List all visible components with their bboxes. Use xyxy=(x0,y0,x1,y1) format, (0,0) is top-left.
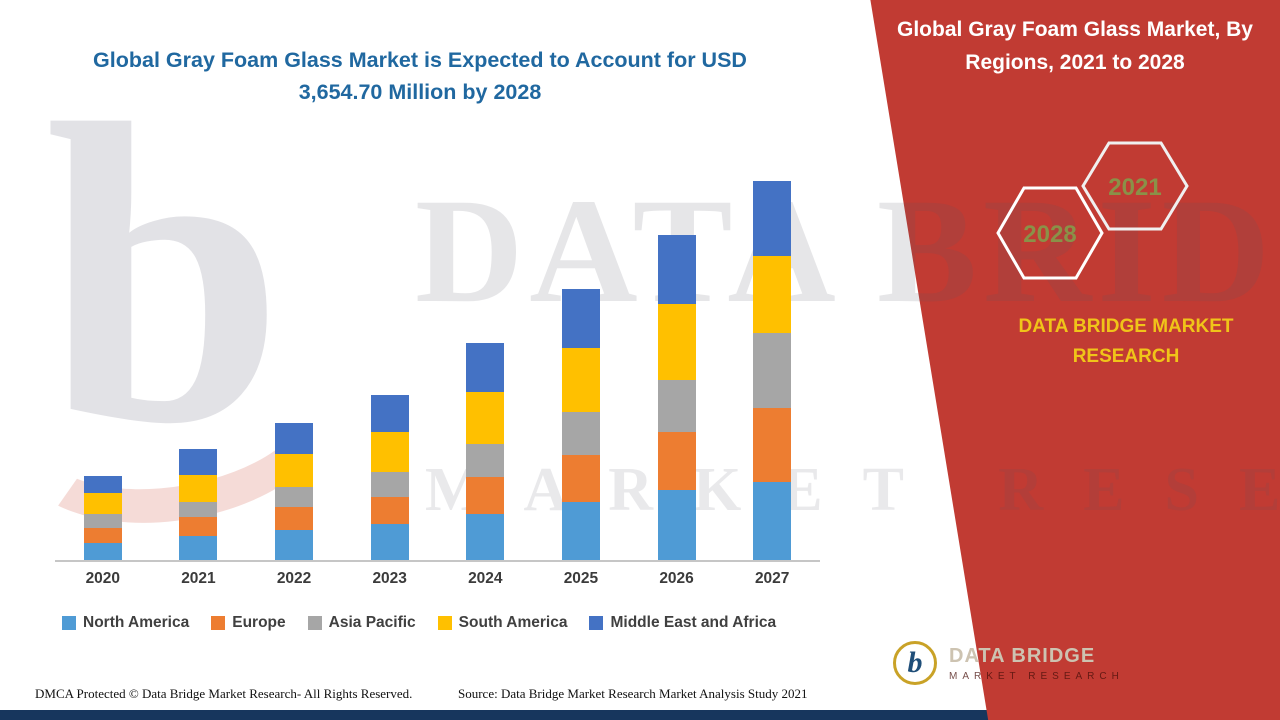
bar-segment-europe-2020 xyxy=(83,527,122,543)
bar-segment-asia-pacific-2021 xyxy=(179,502,218,518)
x-axis-label-2024: 2024 xyxy=(468,570,503,587)
bar-segment-middle-east-and-africa-2020 xyxy=(83,475,122,494)
legend-label-asia-pacific: Asia Pacific xyxy=(328,614,416,631)
bar-segment-south-america-2020 xyxy=(83,493,122,515)
bar-segment-south-america-2026 xyxy=(657,304,696,381)
bar-2020 xyxy=(83,475,122,560)
legend-item-asia-pacific: Asia Pacific xyxy=(307,614,416,632)
bar-segment-middle-east-and-africa-2024 xyxy=(466,343,505,392)
bar-segment-middle-east-and-africa-2027 xyxy=(753,180,792,256)
source-note: Source: Data Bridge Market Research Mark… xyxy=(458,686,808,701)
bar-segment-asia-pacific-2022 xyxy=(275,487,314,507)
hexagon-2028-label: 2028 xyxy=(1023,221,1076,248)
hexagon-2021-outline xyxy=(1081,141,1189,231)
bar-segment-asia-pacific-2026 xyxy=(657,380,696,432)
year-hexagons: 2028 2021 xyxy=(996,141,1189,280)
legend-item-middle-east-and-africa: Middle East and Africa xyxy=(589,614,776,632)
logo-text-sub: MARKET RESEARCH xyxy=(949,670,1124,682)
bar-segment-south-america-2027 xyxy=(753,255,792,333)
bar-2026 xyxy=(657,234,696,560)
bar-segment-middle-east-and-africa-2023 xyxy=(370,395,409,433)
legend-swatch-south-america xyxy=(437,616,452,630)
chart-title: Global Gray Foam Glass Market is Expecte… xyxy=(70,44,770,109)
bar-chart-plot xyxy=(55,168,820,562)
bottom-navy-strip xyxy=(0,710,1280,720)
chart-legend: North America Europe Asia Pacific South Ame… xyxy=(62,614,852,632)
brand-name: DATA BRIDGE MARKET RESEARCH xyxy=(1018,316,1234,368)
x-axis-label-2026: 2026 xyxy=(659,570,694,587)
bar-segment-south-america-2025 xyxy=(561,347,600,413)
bar-segment-middle-east-and-africa-2022 xyxy=(275,422,314,454)
bar-segment-north-america-2022 xyxy=(275,530,314,560)
bar-2027 xyxy=(753,180,792,560)
legend-label-europe: Europe xyxy=(232,614,286,631)
x-axis-label-2023: 2023 xyxy=(372,570,407,587)
x-axis-label-2020: 2020 xyxy=(85,570,121,587)
x-axis-label-2021: 2021 xyxy=(181,570,216,587)
bar-segment-north-america-2023 xyxy=(370,524,409,560)
bar-2024 xyxy=(466,343,505,560)
logo-text-main: DATA BRIDGE xyxy=(949,644,1096,667)
legend-swatch-europe xyxy=(211,616,226,630)
bar-segment-south-america-2024 xyxy=(466,391,505,444)
bar-segment-north-america-2020 xyxy=(83,542,122,560)
bar-segment-middle-east-and-africa-2026 xyxy=(657,234,696,305)
bar-2023 xyxy=(370,395,409,560)
bar-2021 xyxy=(179,449,218,560)
dmca-notice: DMCA Protected © Data Bridge Market Rese… xyxy=(35,686,413,701)
legend-item-south-america: South America xyxy=(437,614,568,632)
bar-segment-asia-pacific-2024 xyxy=(466,443,505,477)
bar-segment-europe-2025 xyxy=(561,455,600,503)
bar-segment-asia-pacific-2023 xyxy=(370,472,409,497)
bar-segment-asia-pacific-2027 xyxy=(753,332,792,408)
legend-item-north-america: North America xyxy=(62,614,189,632)
logo-text-block: DATA BRIDGE MARKET RESEARCH xyxy=(949,645,1124,682)
bar-segment-europe-2024 xyxy=(466,476,505,514)
legend-swatch-asia-pacific xyxy=(307,616,322,630)
x-axis-label-2022: 2022 xyxy=(276,570,312,587)
bar-segment-asia-pacific-2020 xyxy=(83,514,122,528)
bar-segment-middle-east-and-africa-2021 xyxy=(179,449,218,476)
bar-chart: 2020 2021 2022 2023 2024 2025 2026 2027 xyxy=(55,168,820,588)
logo-circle-icon: b xyxy=(893,641,937,685)
x-axis-labels: 2020 2021 2022 2023 2024 2025 2026 2027 xyxy=(55,570,820,588)
bar-segment-europe-2027 xyxy=(753,407,792,482)
legend-label-south-america: South America xyxy=(458,614,568,631)
bar-segment-europe-2026 xyxy=(657,432,696,490)
bar-segment-north-america-2021 xyxy=(179,535,218,560)
bar-segment-europe-2023 xyxy=(370,496,409,525)
hexagon-2028-outline xyxy=(996,186,1104,280)
panel-title: Global Gray Foam Glass Market, By Region… xyxy=(897,18,1253,74)
bar-2022 xyxy=(275,422,314,560)
bar-segment-north-america-2024 xyxy=(466,513,505,560)
legend-swatch-north-america xyxy=(62,616,76,630)
legend-item-europe: Europe xyxy=(211,614,286,632)
legend-label-middle-east-and-africa: Middle East and Africa xyxy=(610,614,777,631)
bar-segment-europe-2021 xyxy=(179,517,218,536)
legend-label-north-america: North America xyxy=(83,614,190,631)
bar-segment-south-america-2022 xyxy=(275,453,314,488)
bar-segment-north-america-2027 xyxy=(753,481,792,560)
bar-segment-north-america-2025 xyxy=(561,502,600,560)
bar-segment-north-america-2026 xyxy=(657,489,696,560)
bar-segment-europe-2022 xyxy=(275,506,314,530)
bar-segment-south-america-2023 xyxy=(370,432,409,473)
chart-title-line1: Global Gray Foam Glass Market is Expecte… xyxy=(93,48,747,72)
bar-2025 xyxy=(561,289,600,560)
company-logo: b DATA BRIDGE MARKET RESEARCH xyxy=(893,641,1124,685)
hexagon-2021-label: 2021 xyxy=(1108,174,1161,201)
x-axis-label-2027: 2027 xyxy=(754,570,790,587)
bar-segment-south-america-2021 xyxy=(179,475,218,503)
x-axis-label-2025: 2025 xyxy=(563,570,599,587)
chart-title-line2: 3,654.70 Million by 2028 xyxy=(298,80,542,105)
legend-swatch-middle-east-and-africa xyxy=(589,616,604,630)
bar-segment-asia-pacific-2025 xyxy=(561,412,600,456)
bar-segment-middle-east-and-africa-2025 xyxy=(561,289,600,348)
